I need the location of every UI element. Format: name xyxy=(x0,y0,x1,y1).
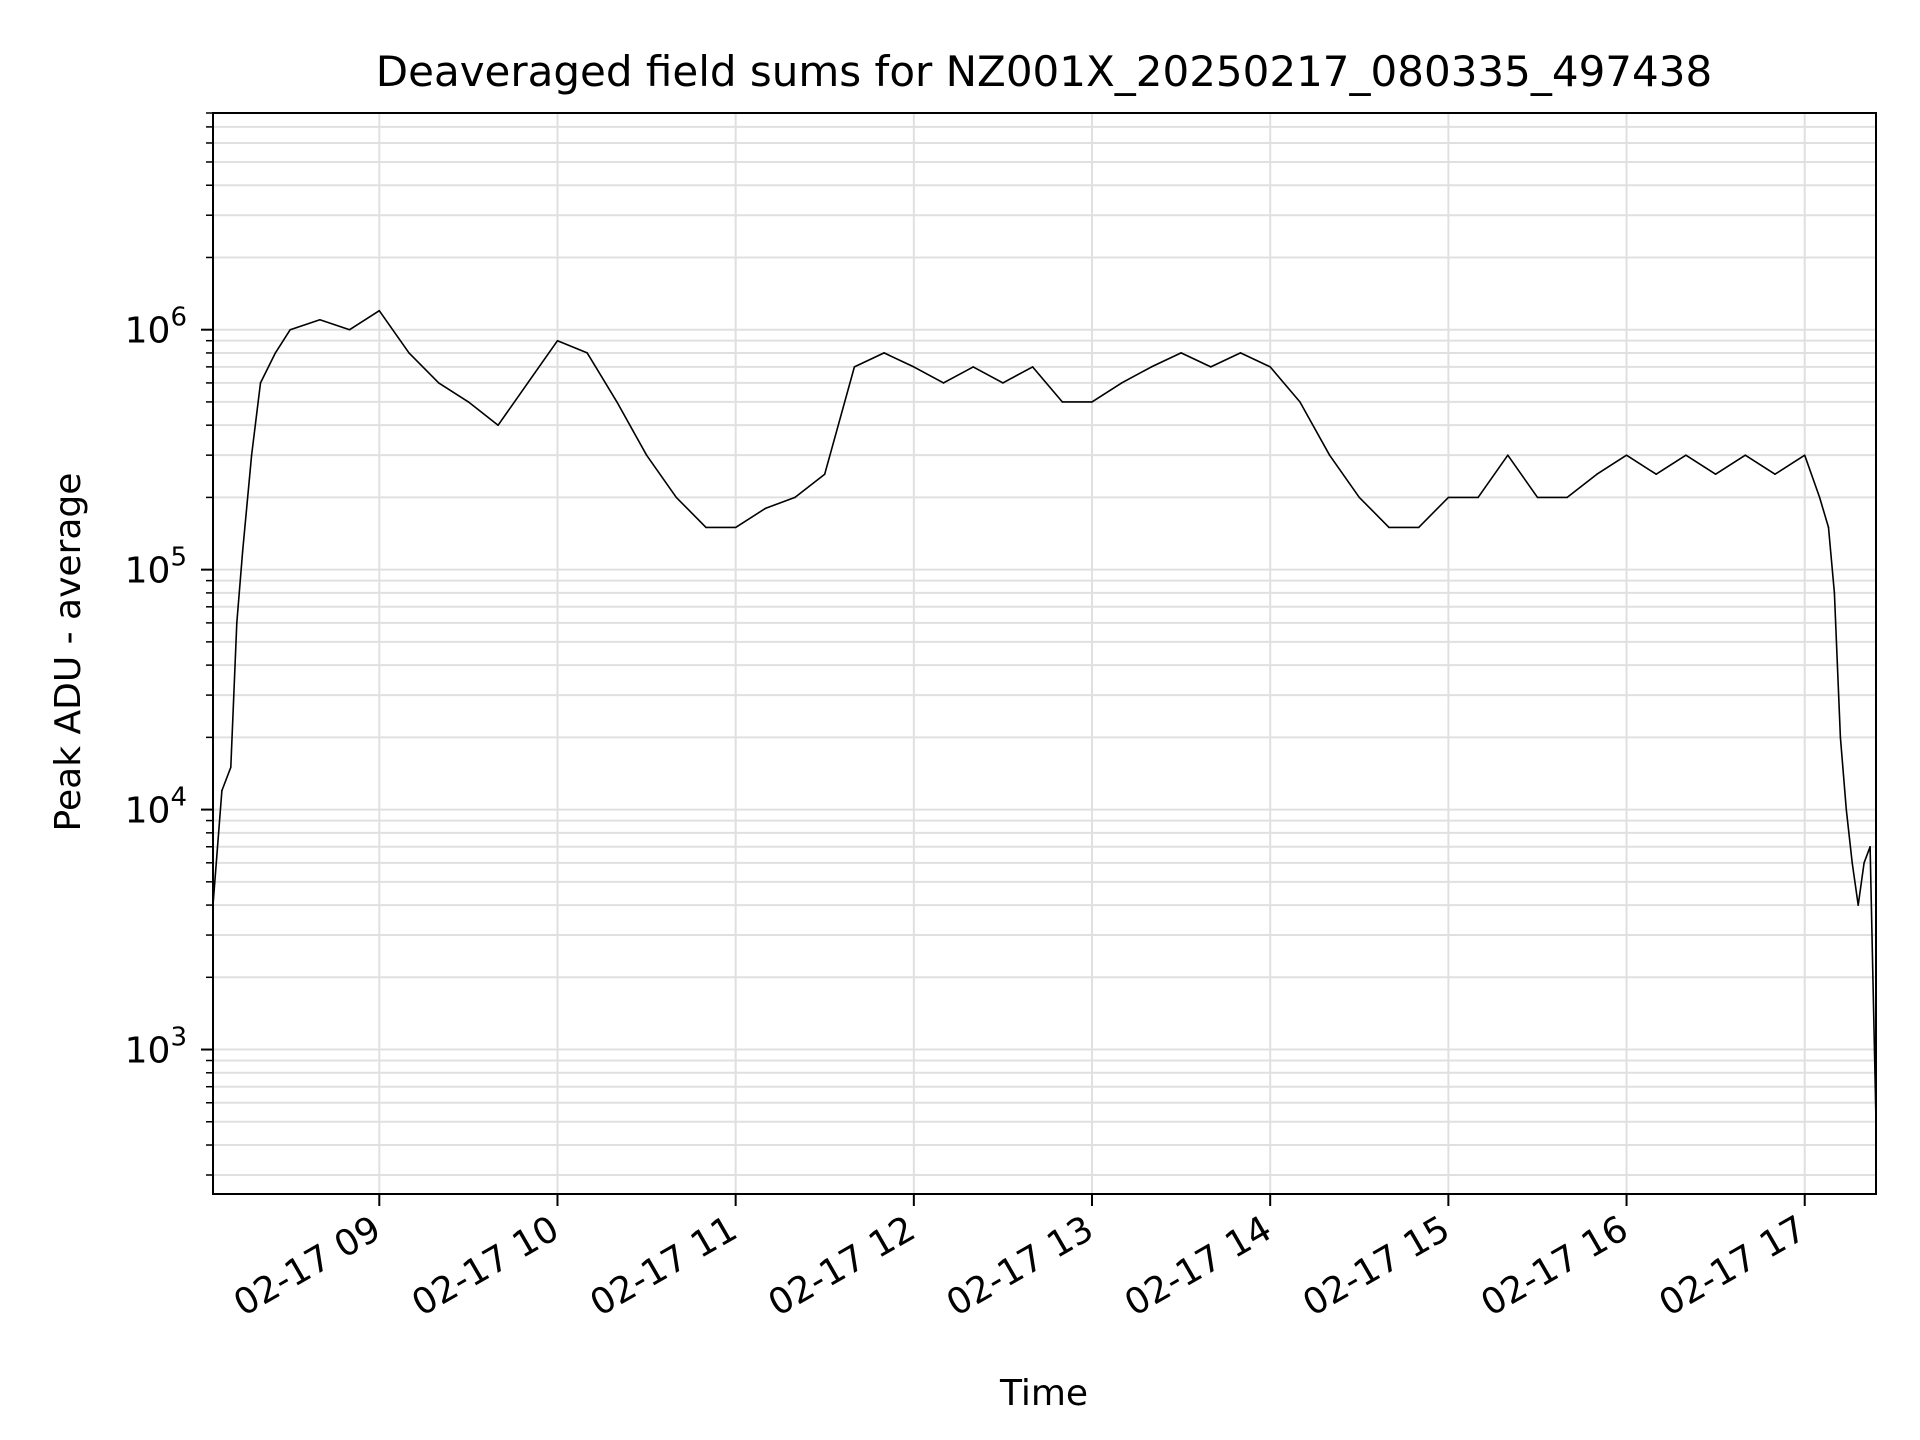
data-point xyxy=(1507,454,1509,457)
data-point xyxy=(1655,473,1657,476)
y-tick-label-base: 10 xyxy=(125,1031,171,1072)
data-point xyxy=(675,496,678,499)
data-point xyxy=(437,382,440,384)
data-point xyxy=(1857,904,1859,906)
series-line xyxy=(213,309,1876,1122)
data-point xyxy=(1120,382,1123,384)
y-tick-label-exponent: 4 xyxy=(170,783,187,813)
data-point xyxy=(1210,366,1212,368)
data-point xyxy=(1685,454,1687,457)
data-point xyxy=(556,339,559,342)
data-point xyxy=(408,352,410,354)
data-point xyxy=(348,328,351,331)
data-point xyxy=(1566,496,1568,499)
data-point xyxy=(230,766,232,769)
data-point xyxy=(853,366,856,368)
data-point xyxy=(1827,526,1830,529)
data-point xyxy=(1625,454,1628,457)
data-point xyxy=(289,328,292,331)
x-axis-label: Time xyxy=(999,1373,1088,1414)
data-point xyxy=(497,424,499,427)
data-point xyxy=(972,366,974,368)
data-point xyxy=(1328,454,1331,457)
data-point xyxy=(645,454,648,457)
data-point xyxy=(236,622,238,624)
data-point xyxy=(1774,473,1776,476)
data-point xyxy=(1536,496,1539,499)
data-point xyxy=(1002,382,1004,384)
data-point xyxy=(1845,808,1848,811)
data-point xyxy=(1358,496,1361,499)
data-point xyxy=(274,352,277,354)
y-tick-label: 104 xyxy=(125,783,187,832)
data-point xyxy=(764,507,767,510)
data-point xyxy=(1150,366,1153,368)
y-tick-label-exponent: 6 xyxy=(170,303,187,333)
data-point xyxy=(1869,846,1871,848)
data-point xyxy=(1851,862,1853,864)
data-point xyxy=(1091,401,1093,403)
data-point xyxy=(1061,401,1064,403)
data-point xyxy=(913,366,915,368)
grid-layer xyxy=(213,112,1876,1194)
y-tick-label: 106 xyxy=(125,303,187,352)
data-point xyxy=(319,319,321,321)
data-point xyxy=(823,473,826,476)
data-point xyxy=(942,382,945,384)
data-point xyxy=(527,382,529,384)
data-point xyxy=(467,401,470,403)
data-point xyxy=(221,789,223,792)
data-point xyxy=(883,352,885,354)
y-tick-label: 103 xyxy=(125,1023,187,1072)
data-point xyxy=(734,526,737,529)
series-layer xyxy=(212,309,1877,1123)
data-point xyxy=(1299,401,1301,403)
data-point xyxy=(1863,862,1865,864)
data-point xyxy=(1744,454,1747,457)
data-point xyxy=(705,526,707,529)
data-point xyxy=(1447,496,1450,499)
data-point xyxy=(1388,526,1390,529)
data-point xyxy=(616,401,618,403)
data-point xyxy=(586,352,588,354)
data-point xyxy=(1833,592,1836,594)
data-point xyxy=(1714,473,1717,476)
data-point xyxy=(1803,454,1806,457)
y-axis-label: Peak ADU - average xyxy=(48,473,89,832)
data-point xyxy=(1839,736,1842,739)
data-point xyxy=(1477,496,1479,499)
data-point xyxy=(378,309,381,312)
y-tick-label-exponent: 5 xyxy=(170,543,187,573)
data-point xyxy=(1031,366,1034,368)
data-point xyxy=(1239,352,1242,354)
y-tick-label: 105 xyxy=(125,543,187,592)
data-point xyxy=(1180,352,1182,354)
data-point xyxy=(1417,526,1420,529)
data-point xyxy=(259,382,262,384)
chart-title: Deaveraged field sums for NZ001X_2025021… xyxy=(376,47,1712,96)
data-point xyxy=(241,549,244,552)
data-point xyxy=(1596,473,1598,476)
y-tick-label-base: 10 xyxy=(125,551,171,592)
y-tick-label-base: 10 xyxy=(125,311,171,352)
plot-frame xyxy=(212,112,1877,1195)
y-tick-label-exponent: 3 xyxy=(170,1023,187,1053)
data-point xyxy=(794,496,796,499)
data-point xyxy=(250,454,253,457)
data-point xyxy=(1818,496,1821,499)
y-tick-label-base: 10 xyxy=(125,791,171,832)
data-point xyxy=(1269,366,1271,368)
